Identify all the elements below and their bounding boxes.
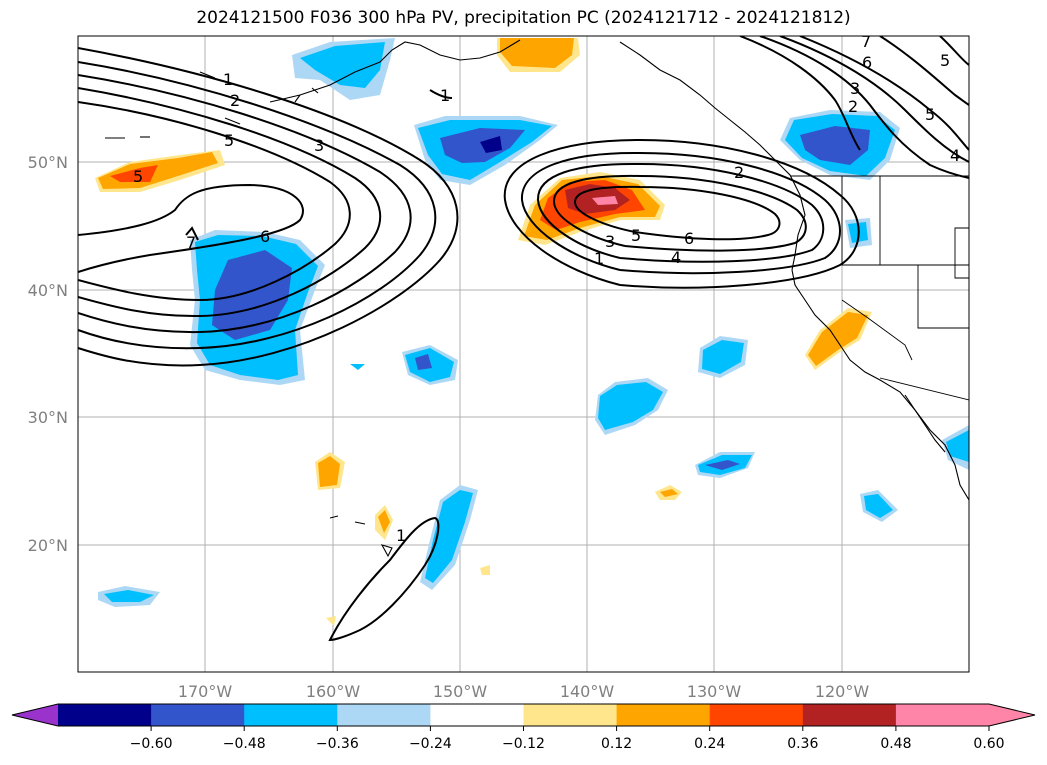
pv-contour-label: 4 [950,146,960,165]
pv-contour-label: 6 [862,53,872,72]
colorbar-tick-label: −0.60 [130,736,173,752]
pv-labels: 1 2 5 3 6 7 5 1 2 3 5 6 4 1 7 6 5 3 2 5 [133,32,960,545]
pv-contour-label: 5 [940,51,950,70]
pv-contour-label: 1 [223,70,233,89]
pv-contour-label: 1 [594,249,604,268]
colorbar-tick-label: −0.12 [502,736,545,752]
colorbar-tick-label: 0.12 [601,736,632,752]
colorbar-segment [616,704,711,726]
page-title: 2024121500 F036 300 hPa PV, precipitatio… [196,8,851,28]
colorbar-segment [58,704,152,726]
colorbar-tick-label: −0.24 [409,736,452,752]
pv-contours [78,36,969,642]
longitude-labels: 170°W 160°W 150°W 140°W 130°W 120°W [178,682,870,701]
colorbar-extend-high [989,704,1035,726]
lon-label: 150°W [433,682,488,701]
pv-contour-label: 5 [631,226,641,245]
lon-label: 160°W [306,682,361,701]
pv-contour-label: 7 [861,32,871,51]
pv-contour-label: 2 [848,97,858,116]
lon-label: 120°W [815,682,870,701]
pv-contour-label: 3 [850,79,860,98]
colorbar-tick-label: −0.48 [223,736,266,752]
colorbar-extend-low [12,704,58,726]
colorbar-tick-label: 0.48 [880,736,911,752]
colorbar-segment [244,704,338,726]
pv-contour-label: 7 [186,233,196,252]
borders [790,175,969,401]
colorbar-tick-label: 0.60 [973,736,1004,752]
colorbar-segment [337,704,431,726]
coastlines [105,39,969,558]
lon-label: 140°W [560,682,615,701]
pv-contour-label: 6 [684,229,694,248]
colorbar-tick-label: 0.24 [694,736,725,752]
pv-contour-label: 3 [314,136,324,155]
colorbar: −0.60 −0.48 −0.36 −0.24 −0.12 0.12 0.24 0.36 0.4… [11,703,1036,752]
colorbar-tick-label: −0.36 [316,736,359,752]
lon-label: 170°W [178,682,233,701]
pv-contour-label: 2 [734,163,744,182]
pv-contour-label: 4 [671,248,681,267]
map-panel: 1 2 5 3 6 7 5 1 2 3 5 6 4 1 7 6 5 3 2 5 [77,32,970,673]
pv-contour-label: 5 [133,167,143,186]
pv-contour-label: 5 [224,131,234,150]
colorbar-segment [802,704,897,726]
colorbar-segment [430,704,524,726]
colorbar-segment [895,704,990,726]
pv-contour-label: 5 [925,105,935,124]
map-frame [77,35,970,673]
lat-label: 20°N [28,536,68,555]
latitude-labels: 50°N 40°N 30°N 20°N [28,153,68,555]
pv-contour-label: 1 [440,86,450,105]
lat-label: 50°N [28,153,68,172]
colorbar-segment [709,704,804,726]
colorbar-segment [151,704,245,726]
pv-contour-label: 3 [605,232,615,251]
lat-label: 40°N [28,281,68,300]
pv-contour-label: 6 [260,227,270,246]
pv-contour-label: 1 [396,526,406,545]
colorbar-tick-label: 0.36 [787,736,818,752]
colorbar-segment [523,704,618,726]
lat-label: 30°N [28,408,68,427]
pv-contour-label: 2 [230,91,240,110]
lon-label: 130°W [687,682,742,701]
